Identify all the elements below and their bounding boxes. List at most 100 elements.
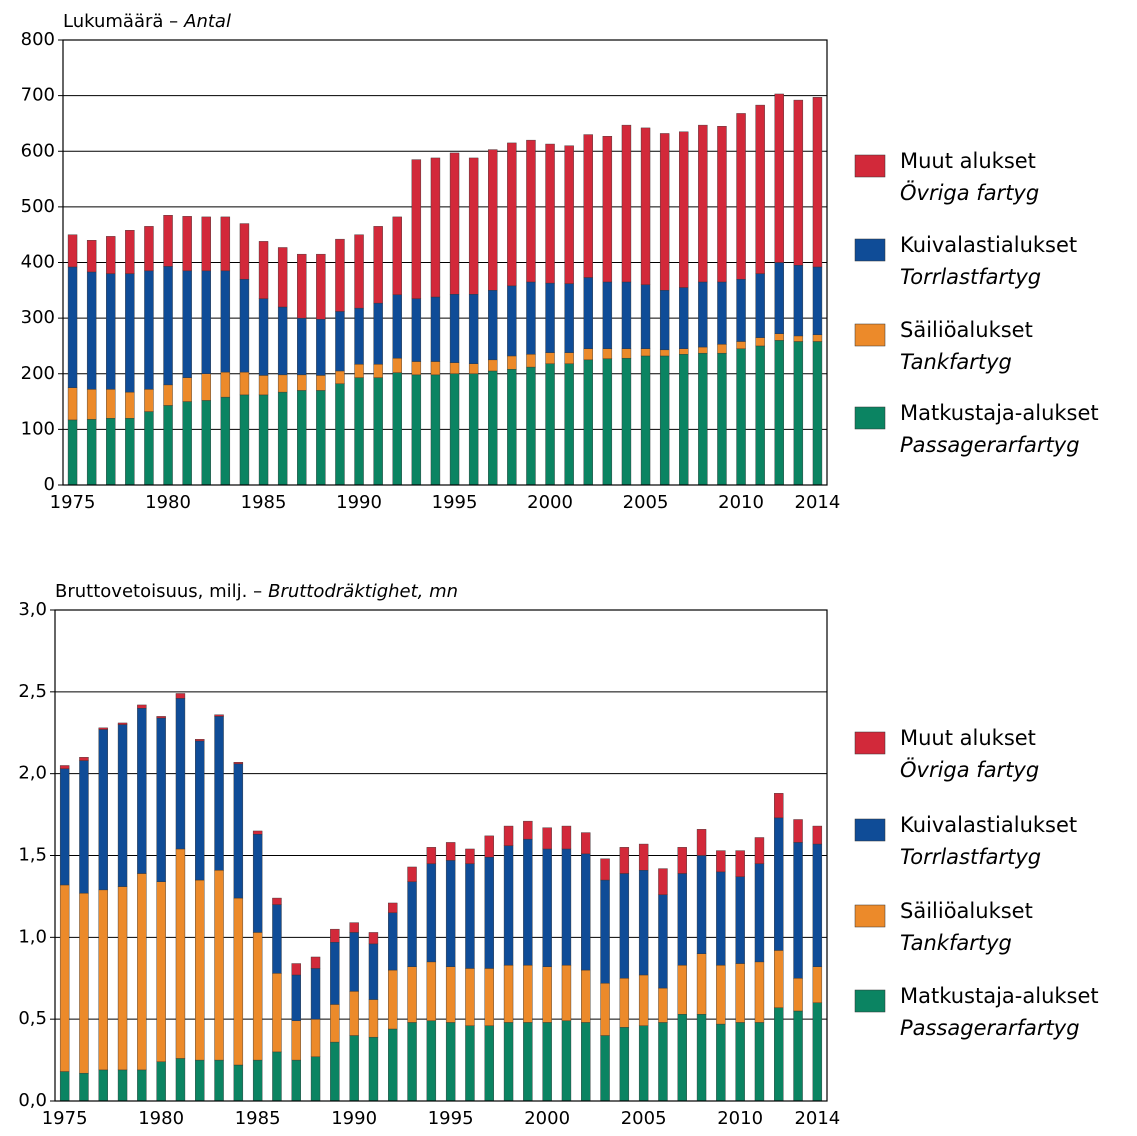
- bar-segment: [488, 359, 498, 372]
- bar-segment: [677, 873, 687, 966]
- bar-segment: [144, 270, 154, 390]
- x-tick-label: 2005: [623, 492, 669, 513]
- bar-segment: [561, 825, 572, 850]
- bar-segment: [583, 348, 593, 361]
- bar-segment: [755, 104, 765, 274]
- bar-segment: [754, 863, 765, 963]
- bar-segment: [233, 762, 244, 765]
- bar-segment: [354, 307, 364, 365]
- bar-segment: [449, 362, 460, 374]
- bar-segment: [468, 363, 479, 374]
- bar-segment: [239, 394, 250, 486]
- x-tick-label: 2014: [795, 492, 841, 513]
- bar-segment: [392, 294, 402, 359]
- y-tick-label: 3,0: [18, 599, 47, 620]
- legend-label: Matkustaja-alukset: [900, 984, 1099, 1008]
- bar-segment: [659, 349, 670, 357]
- bar-segment: [59, 765, 70, 769]
- legend-swatch: [854, 904, 886, 928]
- bar-segment: [755, 273, 765, 338]
- x-tick-label: 1990: [331, 1108, 377, 1129]
- bar-segment: [156, 1061, 166, 1102]
- x-tick-label: 2010: [717, 1108, 763, 1129]
- bar-segment: [445, 860, 456, 967]
- bar-segment: [523, 964, 533, 1023]
- bar-segment: [736, 348, 746, 486]
- bar-segment: [468, 294, 479, 364]
- bar-segment: [137, 1069, 147, 1102]
- bar-segment: [297, 374, 307, 391]
- bar-segment: [774, 793, 784, 819]
- bar-segment: [600, 879, 610, 984]
- bar-segment: [717, 126, 727, 283]
- y-tick-label: 1,5: [18, 845, 47, 866]
- bar-segment: [291, 1059, 301, 1102]
- bar-segment: [488, 290, 498, 361]
- bar-segment: [297, 253, 307, 319]
- bar-segment: [658, 987, 668, 1023]
- legend-swatch: [854, 154, 886, 178]
- bar-segment: [698, 124, 708, 283]
- bar-segment: [388, 969, 398, 1030]
- bar-segment: [79, 1072, 89, 1102]
- bar-segment: [411, 298, 422, 362]
- bar-segment: [182, 216, 192, 272]
- bar-segment: [125, 230, 135, 274]
- bar-segment: [220, 371, 231, 398]
- bar-segment: [793, 842, 803, 979]
- bar-segment: [542, 827, 552, 850]
- bar-segment: [368, 943, 379, 1000]
- bar-segment: [736, 278, 746, 342]
- legend-label-italic: Övriga fartyg: [900, 180, 1039, 205]
- bar-segment: [106, 418, 116, 486]
- legend-swatch: [854, 818, 886, 842]
- y-tick-label: 500: [21, 196, 55, 217]
- bar-segment: [368, 1036, 379, 1102]
- bar-segment: [156, 716, 166, 719]
- bar-segment: [484, 835, 494, 858]
- bar-segment: [679, 131, 689, 288]
- bar-segment: [445, 966, 456, 1023]
- bar-segment: [67, 419, 78, 486]
- bar-segment: [258, 298, 269, 376]
- y-tick-label: 600: [21, 140, 55, 161]
- y-tick-label: 200: [21, 363, 55, 384]
- bar-segment: [354, 234, 364, 309]
- bar-segment: [793, 1010, 803, 1102]
- bar-segment: [640, 127, 651, 285]
- legend-label: Kuivalastialukset: [900, 813, 1077, 837]
- bar-segment: [755, 337, 765, 347]
- bar-segment: [233, 897, 244, 1066]
- bar-segment: [484, 1025, 494, 1102]
- bar-segment: [354, 377, 364, 486]
- bar-segment: [564, 363, 574, 486]
- bar-segment: [696, 1014, 707, 1102]
- bar-segment: [445, 1022, 456, 1102]
- bar-segment: [812, 825, 823, 845]
- bar-segment: [812, 341, 823, 486]
- bar-segment: [698, 352, 708, 486]
- bar-segment: [619, 873, 630, 979]
- bar-segment: [698, 281, 708, 348]
- bar-segment: [793, 265, 804, 337]
- bar-segment: [373, 226, 383, 304]
- bar-segment: [79, 757, 89, 761]
- bar-segment: [812, 1002, 823, 1102]
- bar-segment: [659, 133, 670, 291]
- x-tick-label: 1980: [145, 492, 191, 513]
- bar-segment: [468, 373, 479, 486]
- bar-segment: [658, 868, 668, 895]
- bar-segment: [600, 982, 610, 1036]
- bar-segment: [310, 956, 321, 969]
- bar-segment: [144, 226, 154, 272]
- bar-segment: [602, 348, 613, 359]
- legend-label-italic: Torrlastfartyg: [900, 265, 1041, 289]
- legend-label-italic: Passagerarfartyg: [900, 1016, 1080, 1040]
- y-tick-label: 0: [44, 474, 55, 495]
- bar-segment: [277, 306, 288, 376]
- bar-segment: [239, 278, 250, 373]
- bar-segment: [106, 273, 116, 390]
- bar-segment: [291, 963, 301, 976]
- bar-segment: [465, 848, 475, 864]
